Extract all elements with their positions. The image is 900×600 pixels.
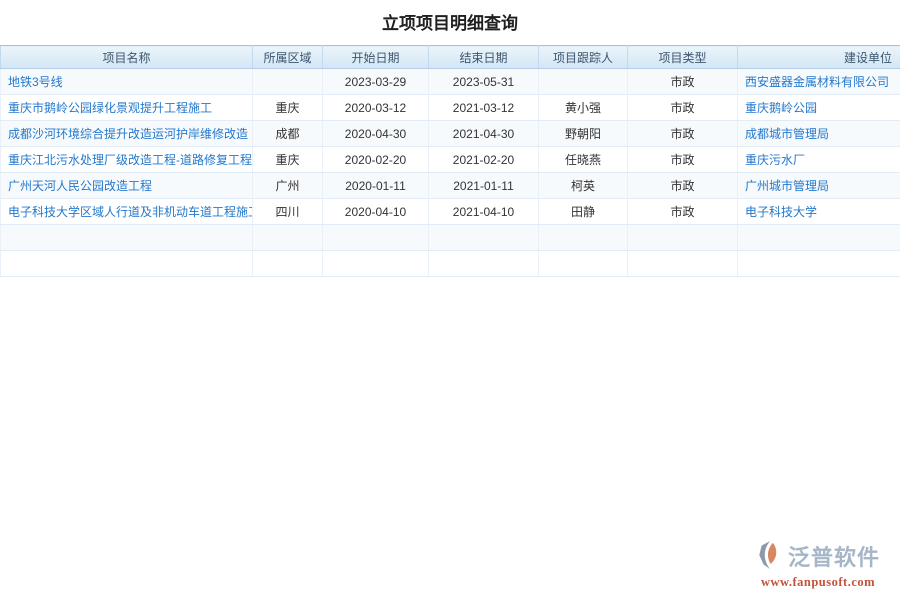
unit-link[interactable]: 成都城市管理局 <box>745 127 830 141</box>
unit-cell: 重庆鹅岭公园 <box>737 94 900 121</box>
region-cell: 成都 <box>252 120 323 147</box>
column-header-region: 所属区域 <box>252 45 323 69</box>
unit-link[interactable]: 西安盛器金属材料有限公司 <box>745 75 890 89</box>
end-cell: 2021-02-20 <box>428 146 539 173</box>
empty-cell <box>322 250 429 277</box>
tracker-cell: 任晓燕 <box>538 146 628 173</box>
type-cell: 市政 <box>627 146 738 173</box>
name-link[interactable]: 重庆市鹅岭公园绿化景观提升工程施工 <box>8 101 213 115</box>
name-link[interactable]: 成都沙河环境综合提升改造运河护岸维修改造 <box>8 127 249 141</box>
table-row: 成都沙河环境综合提升改造运河护岸维修改造 成都 2020-04-30 2021-04-… <box>0 120 900 147</box>
column-header-unit: 建设单位 <box>737 45 900 69</box>
start-cell: 2020-04-10 <box>322 198 429 225</box>
name-cell: 成都沙河环境综合提升改造运河护岸维修改造 <box>0 120 253 147</box>
empty-cell <box>627 250 738 277</box>
unit-link[interactable]: 重庆鹅岭公园 <box>745 101 818 115</box>
empty-row <box>0 224 900 251</box>
table-row: 广州天河人民公园改造工程 广州 2020-01-11 2021-01-11 柯英 市政 广州… <box>0 172 900 199</box>
table-row: 重庆江北污水处理厂级改造工程-道路修复工程 重庆 2020-02-20 2021-02… <box>0 146 900 173</box>
column-header-tracker: 项目跟踪人 <box>538 45 628 69</box>
empty-cell <box>252 250 323 277</box>
empty-cell <box>428 250 539 277</box>
end-cell: 2021-04-10 <box>428 198 539 225</box>
column-header-end: 结束日期 <box>428 45 539 69</box>
end-cell: 2021-01-11 <box>428 172 539 199</box>
end-cell: 2023-05-31 <box>428 68 539 95</box>
tracker-cell: 柯英 <box>538 172 628 199</box>
column-header-start: 开始日期 <box>322 45 429 69</box>
end-cell: 2021-03-12 <box>428 94 539 121</box>
name-cell: 地铁3号线 <box>0 68 253 95</box>
fanpu-logo-icon <box>756 539 786 576</box>
empty-cell <box>0 224 253 251</box>
empty-cell <box>627 224 738 251</box>
tracker-cell: 黄小强 <box>538 94 628 121</box>
unit-cell: 重庆污水厂 <box>737 146 900 173</box>
project-detail-table: 项目名称 所属区域 开始日期 结束日期 项目跟踪人 项目类型 建设单位 地铁3号线 2023-… <box>0 45 900 277</box>
table-row: 电子科技大学区域人行道及非机动车道工程施工 四川 2020-04-10 2021-04… <box>0 198 900 225</box>
unit-link[interactable]: 电子科技大学 <box>745 205 818 219</box>
header-row: 项目名称 所属区域 开始日期 结束日期 项目跟踪人 项目类型 建设单位 <box>0 45 900 69</box>
empty-cell <box>322 224 429 251</box>
region-cell: 广州 <box>252 172 323 199</box>
start-cell: 2023-03-29 <box>322 68 429 95</box>
start-cell: 2020-02-20 <box>322 146 429 173</box>
tracker-cell <box>538 68 628 95</box>
name-cell: 重庆江北污水处理厂级改造工程-道路修复工程 <box>0 146 253 173</box>
region-cell: 重庆 <box>252 94 323 121</box>
start-cell: 2020-01-11 <box>322 172 429 199</box>
name-cell: 重庆市鹅岭公园绿化景观提升工程施工 <box>0 94 253 121</box>
column-header-type: 项目类型 <box>627 45 738 69</box>
name-link[interactable]: 电子科技大学区域人行道及非机动车道工程施工 <box>8 205 253 219</box>
start-cell: 2020-04-30 <box>322 120 429 147</box>
tracker-cell: 田静 <box>538 198 628 225</box>
column-header-name: 项目名称 <box>0 45 253 69</box>
empty-cell <box>0 250 253 277</box>
name-cell: 电子科技大学区域人行道及非机动车道工程施工 <box>0 198 253 225</box>
region-cell: 四川 <box>252 198 323 225</box>
empty-cell <box>737 224 900 251</box>
unit-cell: 成都城市管理局 <box>737 120 900 147</box>
empty-cell <box>737 250 900 277</box>
brand-name: 泛普软件 <box>787 544 880 570</box>
empty-cell <box>252 224 323 251</box>
name-link[interactable]: 重庆江北污水处理厂级改造工程-道路修复工程 <box>8 153 252 167</box>
type-cell: 市政 <box>627 68 738 95</box>
type-cell: 市政 <box>627 120 738 147</box>
brand-url: www.fanpusoft.com <box>760 575 876 589</box>
name-link[interactable]: 广州天河人民公园改造工程 <box>8 179 153 193</box>
type-cell: 市政 <box>627 172 738 199</box>
unit-link[interactable]: 广州城市管理局 <box>745 179 830 193</box>
name-cell: 广州天河人民公园改造工程 <box>0 172 253 199</box>
start-cell: 2020-03-12 <box>322 94 429 121</box>
empty-cell <box>538 250 628 277</box>
type-cell: 市政 <box>627 198 738 225</box>
region-cell: 重庆 <box>252 146 323 173</box>
tracker-cell: 野朝阳 <box>538 120 628 147</box>
table-row: 地铁3号线 2023-03-29 2023-05-31 市政 西安盛器金属材料有限公司 <box>0 68 900 95</box>
type-cell: 市政 <box>627 94 738 121</box>
unit-cell: 广州城市管理局 <box>737 172 900 199</box>
unit-link[interactable]: 重庆污水厂 <box>745 153 806 167</box>
table-row: 重庆市鹅岭公园绿化景观提升工程施工 重庆 2020-03-12 2021-03-12 黄… <box>0 94 900 121</box>
empty-cell <box>538 224 628 251</box>
empty-cell <box>428 224 539 251</box>
page-title: 立项项目明细查询 <box>382 14 518 33</box>
empty-row <box>0 250 900 277</box>
table-body: 地铁3号线 2023-03-29 2023-05-31 市政 西安盛器金属材料有限公司重… <box>0 68 900 277</box>
unit-cell: 西安盛器金属材料有限公司 <box>737 68 900 95</box>
end-cell: 2021-04-30 <box>428 120 539 147</box>
fanpu-watermark: 泛普软件 www.fanpusoft.com <box>743 539 893 590</box>
unit-cell: 电子科技大学 <box>737 198 900 225</box>
region-cell <box>252 68 323 95</box>
name-link[interactable]: 地铁3号线 <box>8 75 63 89</box>
